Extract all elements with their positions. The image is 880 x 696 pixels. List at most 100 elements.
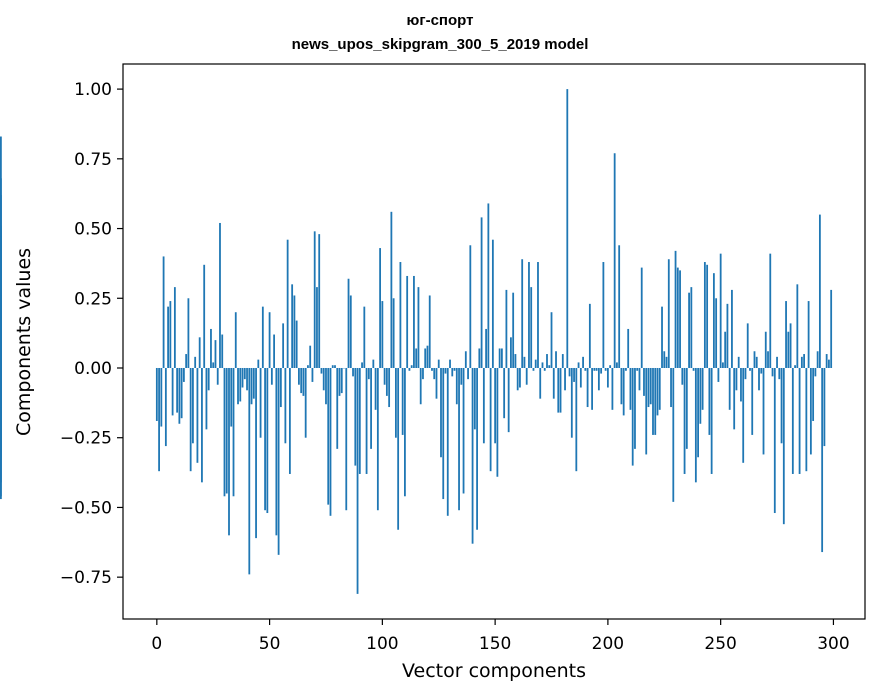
bar (532, 367, 535, 371)
bar (167, 306, 169, 368)
y-tick-label: 0.25 (74, 289, 112, 309)
bar (491, 239, 494, 368)
bar (180, 367, 183, 419)
bar (726, 303, 729, 368)
bars-group (0, 89, 833, 594)
bar (325, 367, 327, 405)
bar (464, 351, 467, 368)
bar (189, 367, 192, 472)
bar (685, 367, 688, 449)
bar (259, 367, 262, 438)
bar (356, 367, 359, 594)
bar (0, 367, 2, 408)
bar (241, 367, 244, 388)
bar (597, 367, 600, 391)
bar (652, 367, 654, 435)
bar (318, 234, 321, 368)
x-tick-label: 300 (817, 634, 849, 654)
bar (672, 367, 675, 502)
bar (645, 367, 648, 455)
bar (818, 214, 821, 368)
bar (715, 298, 718, 368)
chart-title-line1: юг-спорт (406, 12, 474, 29)
bar (749, 367, 751, 371)
bar (471, 367, 474, 544)
bar (298, 367, 300, 385)
bar (525, 367, 528, 385)
bar (712, 273, 715, 368)
bar (656, 367, 659, 416)
bar (487, 203, 490, 368)
bar (825, 354, 828, 368)
bar (496, 367, 499, 477)
bar (731, 289, 733, 368)
bar (690, 287, 693, 368)
bar (787, 331, 790, 368)
y-tick-label: 0.50 (74, 220, 112, 240)
bar (798, 367, 801, 474)
bar (794, 365, 796, 368)
bar (340, 367, 343, 394)
bar (593, 367, 596, 371)
x-tick-label: 200 (592, 634, 624, 654)
bar (663, 351, 666, 368)
bar (451, 367, 454, 377)
bar (555, 351, 557, 368)
bar (636, 367, 639, 371)
bar (805, 367, 808, 472)
bar (737, 356, 740, 368)
bar (336, 367, 339, 449)
bar (602, 262, 605, 368)
x-axis-label: Vector components (402, 660, 586, 682)
bar (164, 367, 167, 447)
bar (507, 367, 510, 433)
bar (516, 367, 519, 391)
bar (169, 301, 172, 368)
y-tick-label: −0.25 (60, 429, 112, 449)
bar (692, 367, 695, 371)
bar (762, 367, 765, 455)
bar (627, 328, 630, 368)
bar (248, 367, 251, 575)
bar (469, 245, 472, 368)
bar (498, 348, 501, 368)
bar (683, 367, 686, 474)
y-tick-label: 0.75 (74, 150, 112, 170)
bar (595, 367, 598, 371)
bar (665, 356, 668, 368)
bar (505, 289, 508, 368)
bar (257, 359, 260, 368)
bar (264, 367, 266, 511)
bar (205, 367, 208, 430)
bar (293, 295, 296, 368)
bar (331, 365, 334, 368)
bar (268, 312, 271, 368)
bar (313, 231, 316, 368)
bar (210, 328, 212, 368)
bar (724, 331, 727, 368)
bar (710, 367, 713, 474)
bar (568, 367, 571, 377)
bar (316, 287, 318, 368)
bar (173, 287, 176, 368)
bar (311, 367, 314, 382)
bar (300, 367, 303, 394)
bar (812, 367, 815, 421)
bar (658, 367, 661, 410)
bar (654, 367, 657, 435)
bar (706, 264, 709, 368)
bar (322, 367, 325, 391)
bar (246, 367, 248, 391)
bar (803, 354, 805, 368)
bar (261, 306, 264, 368)
bar (194, 356, 197, 368)
bar (338, 367, 341, 396)
x-tick-label: 0 (151, 634, 162, 654)
bar (176, 367, 179, 413)
bar (647, 367, 650, 408)
bar (523, 356, 526, 368)
bar (286, 239, 289, 368)
x-tick-label: 250 (704, 634, 736, 654)
bar (216, 367, 219, 385)
